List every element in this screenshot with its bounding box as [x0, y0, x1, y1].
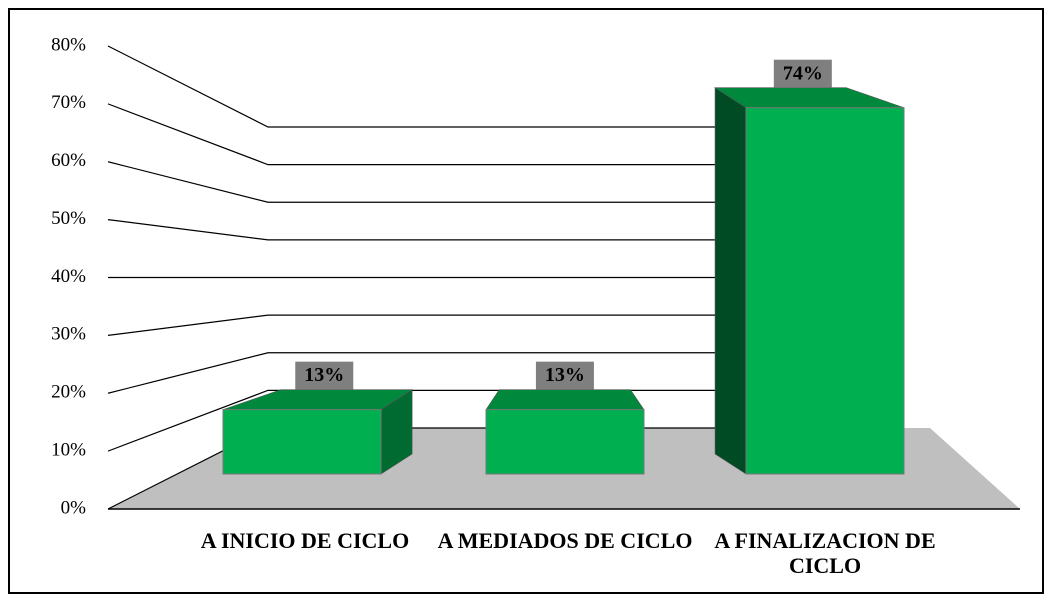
- bar-top: [222, 389, 414, 410]
- value-label-bg: [773, 59, 832, 88]
- grid-line: [107, 45, 720, 128]
- grid-line: [107, 161, 720, 203]
- bar-top: [714, 87, 905, 108]
- bar-side: [714, 87, 747, 475]
- y-tick-label: 20%: [51, 382, 86, 403]
- bar: [222, 409, 382, 475]
- grid-line: [107, 103, 720, 166]
- value-label-group: 74%: [773, 59, 832, 88]
- x-tick-label: A INICIO DE CICLO: [200, 528, 410, 553]
- y-tick-label: 0%: [61, 497, 87, 518]
- value-label: 74%: [783, 62, 823, 84]
- grid-line: [107, 219, 720, 241]
- x-tick-label: A MEDIADOS DE CICLO: [437, 528, 693, 553]
- bar: [745, 107, 905, 475]
- y-tick-label: 80%: [51, 34, 86, 55]
- x-tick-label: A FINALIZACION DE CICLO: [714, 528, 936, 578]
- y-tick-label: 40%: [51, 266, 86, 287]
- y-tick-label: 70%: [51, 92, 86, 113]
- grid-line: [107, 352, 720, 394]
- value-label-bg: [535, 361, 594, 390]
- value-label: 13%: [304, 364, 344, 386]
- value-label-group: 13%: [295, 361, 354, 390]
- y-tick-label: 50%: [51, 208, 86, 229]
- value-label-group: 13%: [535, 361, 594, 390]
- y-tick-label: 60%: [51, 150, 86, 171]
- frame: [8, 8, 1044, 594]
- value-label: 13%: [545, 364, 585, 386]
- y-tick-label: 30%: [51, 324, 86, 345]
- y-tick-label: 10%: [51, 439, 86, 460]
- bar-top: [485, 389, 645, 410]
- grid-line: [107, 314, 720, 336]
- value-label-bg: [295, 361, 354, 390]
- bar: [485, 409, 645, 475]
